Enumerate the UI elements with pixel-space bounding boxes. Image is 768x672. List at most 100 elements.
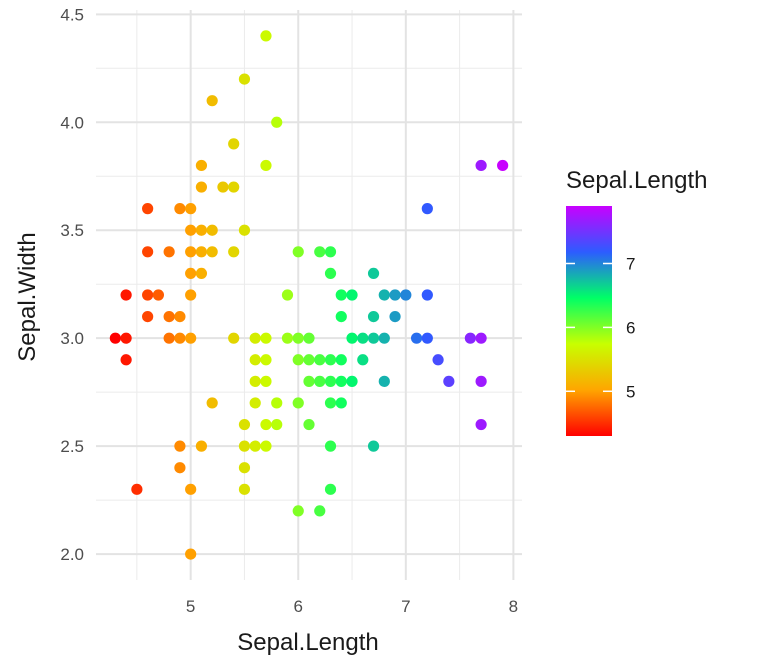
data-point — [260, 440, 272, 452]
data-point — [475, 375, 487, 387]
data-point — [292, 505, 304, 517]
data-point — [152, 289, 164, 301]
data-point — [335, 354, 347, 366]
data-point — [324, 483, 337, 495]
data-point — [367, 332, 380, 344]
data-point — [271, 116, 283, 128]
data-point — [357, 354, 369, 366]
data-point — [120, 332, 132, 344]
data-point — [260, 159, 272, 172]
grid-major — [96, 10, 522, 580]
data-point — [410, 332, 423, 344]
data-point — [357, 332, 369, 344]
data-point — [185, 246, 197, 258]
y-tick-label: 4.5 — [60, 5, 84, 24]
data-point — [185, 332, 197, 344]
data-point — [367, 310, 380, 323]
data-point — [389, 289, 401, 301]
data-point — [249, 354, 261, 366]
data-point — [303, 332, 315, 344]
x-axis-title: Sepal.Length — [237, 629, 378, 656]
data-point — [195, 440, 208, 452]
data-point — [314, 354, 326, 366]
data-point — [163, 246, 175, 258]
data-point — [185, 548, 197, 560]
data-point — [324, 354, 337, 366]
colorbar-label: 7 — [626, 255, 635, 274]
data-point — [260, 418, 272, 431]
data-point — [281, 332, 294, 344]
data-point — [421, 332, 433, 344]
data-point — [475, 332, 487, 344]
legend-title: Sepal.Length — [566, 167, 707, 194]
data-point — [260, 30, 272, 42]
data-point — [421, 289, 433, 301]
x-tick-label: 7 — [401, 597, 410, 616]
data-point — [303, 418, 315, 431]
data-point — [335, 397, 347, 409]
data-point — [335, 310, 347, 323]
x-axis-tick-labels: 5 6 7 8 — [186, 597, 518, 616]
data-point — [249, 440, 261, 452]
data-point — [142, 310, 154, 323]
colorbar — [566, 206, 612, 436]
data-point — [195, 181, 208, 193]
data-point — [185, 289, 197, 301]
x-tick-label: 5 — [186, 597, 195, 616]
data-point — [174, 310, 186, 323]
data-point — [174, 332, 186, 344]
x-tick-label: 6 — [294, 597, 303, 616]
data-point — [367, 267, 380, 280]
y-tick-label: 2.5 — [60, 437, 84, 456]
data-point — [228, 246, 240, 258]
data-point — [206, 246, 218, 258]
data-point — [475, 418, 487, 431]
data-point — [324, 397, 337, 409]
x-tick-label: 8 — [509, 597, 518, 616]
y-tick-label: 4.0 — [60, 113, 84, 132]
colorbar-ticks: 5 6 7 — [566, 255, 635, 401]
data-point — [497, 159, 509, 172]
y-tick-label: 3.0 — [60, 329, 84, 348]
colorbar-label: 5 — [626, 382, 635, 401]
data-point — [228, 332, 240, 344]
data-point — [131, 483, 143, 495]
data-point — [314, 505, 326, 517]
data-point — [271, 418, 283, 431]
data-point — [206, 95, 218, 107]
data-point — [228, 138, 240, 150]
data-point — [464, 332, 476, 344]
data-point — [142, 289, 154, 301]
data-point — [324, 440, 337, 452]
y-tick-label: 3.5 — [60, 221, 84, 240]
data-point — [443, 375, 455, 387]
data-point — [174, 462, 186, 474]
data-point — [163, 310, 175, 323]
data-point — [238, 440, 251, 452]
data-point — [249, 397, 261, 409]
data-point — [185, 224, 197, 236]
data-point — [195, 159, 208, 172]
data-point — [174, 440, 186, 452]
data-point — [249, 332, 261, 344]
data-point — [292, 246, 304, 258]
data-point — [120, 354, 132, 366]
data-point — [378, 332, 390, 344]
data-points — [109, 30, 509, 560]
data-point — [292, 397, 304, 409]
data-point — [163, 332, 175, 344]
data-point — [475, 159, 487, 172]
data-point — [260, 332, 272, 344]
data-point — [292, 354, 304, 366]
data-point — [185, 267, 197, 280]
data-point — [324, 375, 337, 387]
data-point — [314, 375, 326, 387]
data-point — [142, 246, 154, 258]
data-point — [346, 332, 358, 344]
data-point — [432, 354, 444, 366]
data-point — [281, 289, 294, 301]
data-point — [335, 375, 347, 387]
data-point — [238, 462, 251, 474]
data-point — [324, 267, 337, 280]
